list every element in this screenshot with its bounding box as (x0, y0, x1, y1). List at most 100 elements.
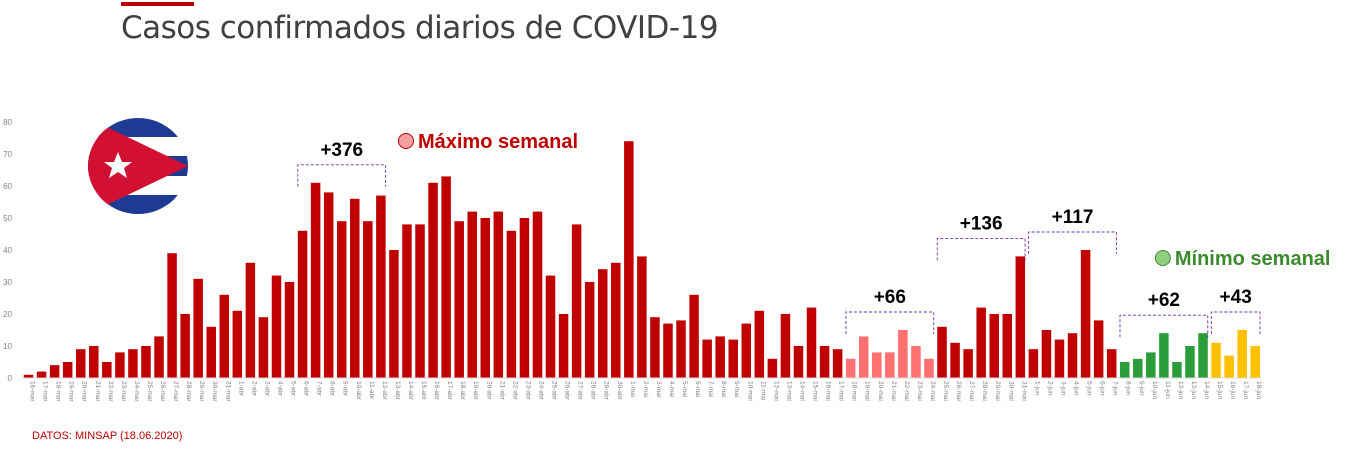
x-tick-label: 23-mai (916, 381, 923, 401)
bar (1133, 358, 1143, 378)
bar (219, 294, 230, 378)
x-tick-label: 31-mai (1020, 381, 1027, 401)
bar (1159, 333, 1169, 378)
bar (950, 342, 960, 378)
bar (441, 176, 451, 378)
week-bracket (936, 237, 1026, 261)
x-tick-label: 15-mai (812, 381, 819, 401)
bar (1119, 362, 1130, 378)
x-tick-label: 13-abr (394, 381, 401, 401)
x-tick-label: 4-mai (668, 381, 675, 397)
bar (454, 221, 464, 378)
bar (1237, 330, 1247, 378)
page-title: Casos confirmados diarios de COVID-19 (121, 10, 719, 46)
x-tick-label: 16-abr (433, 381, 440, 401)
bar (1080, 250, 1091, 378)
legend-notes: Máximo semanal Mínimo semanal (397, 131, 1330, 270)
bar (976, 307, 986, 378)
x-tick-label: 9-abr (342, 381, 349, 397)
data-source-note: DATOS: MINSAP (18.06.2020) (32, 430, 183, 442)
week-bracket (1028, 231, 1117, 254)
week-bracket (845, 311, 935, 334)
bar (1106, 349, 1117, 378)
bar (597, 269, 608, 378)
bar (832, 349, 843, 378)
x-tick-label: 21-mar (94, 381, 101, 402)
week-bracket (297, 164, 387, 187)
y-tick-label: 50 (3, 214, 12, 223)
x-tick-label: 1-abr (237, 381, 244, 397)
bar (493, 211, 504, 378)
x-tick-label: 26-abr (564, 381, 571, 401)
bar (845, 358, 856, 378)
bar (1002, 314, 1013, 378)
bar (1054, 339, 1065, 378)
bar (297, 230, 308, 378)
x-tick-label: 14-mai (798, 381, 805, 401)
x-tick-label: 25-abr (551, 381, 558, 401)
bar (180, 314, 190, 378)
bar (1185, 346, 1195, 378)
x-tick-label: 10-jun (1151, 381, 1158, 399)
x-tick-label: 6-abr (303, 381, 310, 397)
bar (1041, 330, 1052, 378)
y-tick-label: 40 (3, 246, 12, 255)
bar-series (23, 141, 1260, 378)
x-tick-label: 7-mai (707, 381, 714, 397)
bar (1211, 342, 1221, 378)
bar (480, 218, 491, 378)
x-tick-label: 2-abr (250, 381, 257, 397)
bar (310, 182, 321, 378)
x-tick-label: 26-mai (955, 381, 962, 401)
x-tick-label: 28-mai (981, 381, 988, 401)
x-tick-label: 28-abr (590, 381, 597, 401)
x-tick-label: 6-jun (1099, 381, 1106, 396)
note-label: Máximo semanal (418, 131, 578, 153)
x-tick-label: 20-abr (485, 381, 492, 401)
x-tick-label: 5-jun (1086, 381, 1093, 396)
cuba-flag-icon (88, 118, 188, 214)
bar (245, 262, 256, 378)
x-tick-label: 30-abr (616, 381, 623, 401)
bar (193, 278, 203, 378)
x-tick-label: 9-mai (733, 381, 740, 397)
x-tick-label: 26-mar (159, 381, 166, 402)
bar (650, 317, 660, 378)
x-tick-label: 30-mai (1007, 381, 1014, 401)
bar (898, 330, 908, 378)
bar (702, 339, 712, 378)
week-total-label: +376 (320, 140, 363, 161)
x-tick-label: 14-abr (407, 381, 414, 401)
bar (858, 336, 869, 378)
x-tick-label: 17-mai (838, 381, 845, 401)
week-total-label: +62 (1148, 290, 1180, 311)
bar (89, 346, 99, 378)
x-tick-label: 17-abr (446, 381, 453, 401)
week-total-label: +43 (1220, 287, 1252, 308)
x-tick-label: 27-abr (577, 381, 584, 401)
bar (141, 346, 151, 378)
bar (624, 141, 634, 378)
x-tick-label: 2-jun (1046, 381, 1053, 396)
x-tick-label: 16-jun (1229, 381, 1236, 399)
bar (911, 346, 921, 378)
x-tick-label: 15-jun (1216, 381, 1223, 399)
x-tick-label: 1-mai (629, 381, 636, 397)
bar (1028, 349, 1039, 378)
bar (963, 349, 973, 378)
bar (924, 358, 934, 378)
x-tick-label: 3-mai (655, 381, 662, 397)
x-tick-label: 22-abr (511, 381, 518, 401)
x-tick-label: 13-mai (785, 381, 792, 401)
x-tick-label: 24-mai (929, 381, 936, 401)
x-tick-label: 31-mar (224, 381, 231, 402)
x-tick-label: 12-abr (381, 381, 388, 401)
x-tick-label: 13-jun (1190, 381, 1197, 399)
bar (611, 262, 621, 378)
bar (506, 230, 517, 378)
x-tick-label: 11-mai (759, 381, 766, 400)
bar (23, 374, 34, 378)
x-tick-label: 18-jun (1255, 381, 1262, 399)
y-tick-label: 20 (3, 310, 12, 319)
bar (558, 314, 569, 378)
